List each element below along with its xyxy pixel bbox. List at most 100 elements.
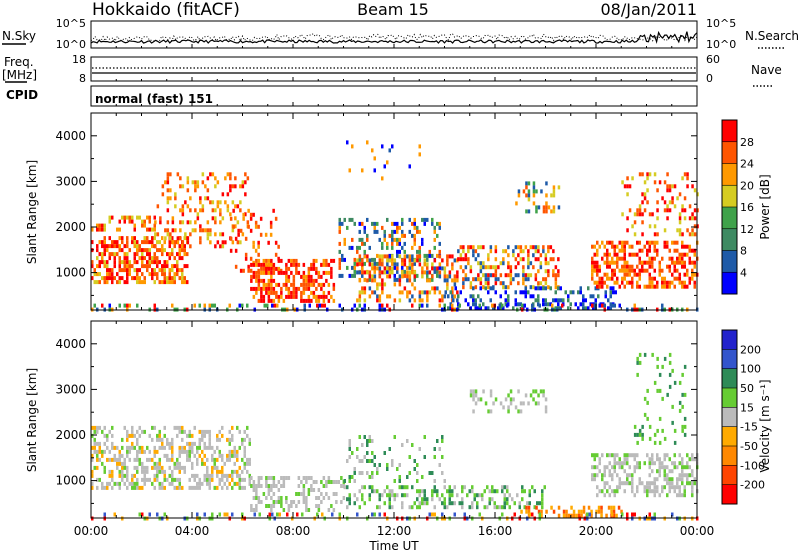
- power-scatter-cell: [226, 204, 230, 209]
- power-scatter-cell: [307, 294, 311, 299]
- power-scatter-cell: [552, 273, 555, 278]
- power-scatter-cell: [584, 298, 587, 303]
- velocity-scatter-cell: [116, 457, 119, 462]
- power-scatter-cell: [178, 248, 181, 253]
- velocity-scatter-cell: [438, 447, 441, 451]
- power-scatter-cell: [254, 224, 258, 229]
- power-scatter-cell: [693, 216, 697, 221]
- velocity-scatter-cell: [610, 509, 613, 514]
- velocity-colorbar-swatch: [722, 388, 737, 408]
- velocity-scatter-cell: [248, 457, 251, 462]
- velocity-scatter-cell: [193, 441, 196, 446]
- velocity-scatter-cell: [691, 457, 694, 462]
- power-scatter-cell: [557, 302, 560, 307]
- power-scatter-cell: [604, 294, 607, 299]
- power-scatter-cell: [163, 268, 166, 273]
- power-scatter-cell: [118, 227, 121, 232]
- velocity-scatter-cell: [193, 453, 196, 458]
- power-scatter-cell: [467, 245, 470, 250]
- power-scatter-cell: [101, 303, 104, 308]
- velocity-scatter-cell: [138, 485, 141, 490]
- velocity-scatter-cell: [368, 459, 371, 463]
- velocity-scatter-cell: [433, 455, 436, 459]
- power-scatter-cell: [525, 181, 528, 186]
- power-scatter-cell: [535, 189, 538, 194]
- power-scatter-cell: [638, 208, 642, 213]
- power-scatter-cell: [504, 273, 508, 278]
- velocity-scatter-cell: [136, 465, 139, 470]
- power-scatter-cell: [403, 241, 406, 246]
- velocity-scatter-cell: [368, 497, 371, 502]
- power-scatter-cell: [101, 256, 104, 261]
- power-scatter-cell: [262, 270, 266, 275]
- power-scatter-cell: [663, 280, 666, 285]
- power-scatter-cell: [262, 262, 266, 267]
- power-scatter-cell: [388, 274, 392, 279]
- power-scatter-cell: [459, 257, 463, 262]
- power-scatter-cell: [128, 248, 131, 253]
- power-scatter-cell: [295, 258, 298, 263]
- power-scatter-cell: [532, 245, 535, 250]
- velocity-scatter-cell: [461, 505, 464, 510]
- power-scatter-cell: [641, 232, 644, 237]
- velocity-scatter-cell: [668, 372, 672, 377]
- power-scatter-cell: [277, 258, 281, 263]
- velocity-scatter-cell: [332, 492, 336, 496]
- power-scatter-cell: [246, 220, 250, 225]
- velocity-scatter-cell: [661, 489, 664, 494]
- velocity-scatter-cell: [506, 497, 509, 502]
- power-scatter-cell: [502, 281, 505, 286]
- power-scatter-cell: [616, 264, 619, 269]
- velocity-scatter-cell: [562, 509, 566, 514]
- velocity-scatter-cell: [161, 485, 164, 490]
- nave-right-tick-top: 60: [706, 53, 720, 66]
- power-scatter-cell: [234, 204, 237, 209]
- power-scatter-cell: [534, 286, 537, 291]
- power-scatter-cell: [103, 227, 106, 232]
- power-scatter-cell: [166, 252, 169, 257]
- velocity-scatter-cell: [208, 441, 211, 446]
- velocity-scatter-cell: [241, 441, 244, 446]
- power-scatter-cell: [517, 253, 520, 258]
- power-scatter-cell: [166, 200, 170, 205]
- velocity-scatter-cell: [426, 497, 429, 502]
- velocity-scatter-cell: [391, 505, 394, 510]
- velocity-scatter-cell: [353, 493, 356, 498]
- power-scatter-cell: [174, 192, 177, 197]
- power-scatter-cell: [638, 204, 642, 209]
- velocity-scatter-cell: [305, 504, 308, 508]
- power-scatter-cell: [413, 217, 416, 222]
- power-scatter-cell: [121, 248, 124, 253]
- power-scatter-cell: [386, 160, 389, 165]
- power-scatter-cell: [257, 258, 261, 263]
- velocity-scatter-cell: [596, 473, 599, 478]
- power-scatter-cell: [426, 298, 429, 303]
- velocity-colorbar-tick-label: 50: [740, 382, 754, 395]
- power-scatter-cell: [274, 240, 278, 245]
- velocity-scatter-cell: [653, 440, 657, 445]
- power-scatter-cell: [464, 253, 468, 258]
- power-scatter-cell: [317, 298, 321, 303]
- velocity-scatter-cell: [656, 453, 659, 458]
- power-scatter-cell: [338, 249, 341, 254]
- velocity-scatter-cell: [688, 457, 691, 462]
- power-scatter-cell: [141, 264, 144, 269]
- power-scatter-cell: [464, 265, 468, 270]
- power-scatter-cell: [103, 252, 106, 257]
- velocity-scatter-cell: [136, 437, 139, 442]
- velocity-scatter-cell: [317, 508, 321, 512]
- velocity-scatter-cell: [653, 380, 657, 385]
- velocity-scatter-cell: [221, 485, 224, 490]
- velocity-scatter-cell: [646, 388, 649, 393]
- power-scatter-cell: [231, 240, 235, 245]
- power-scatter-cell: [545, 193, 548, 198]
- power-scatter-cell: [126, 240, 129, 245]
- velocity-scatter-cell: [218, 481, 221, 486]
- power-scatter-cell: [443, 294, 447, 299]
- velocity-scatter-cell: [272, 504, 276, 508]
- velocity-scatter-cell: [661, 461, 664, 466]
- velocity-scatter-cell: [282, 508, 286, 512]
- power-scatter-cell: [221, 232, 225, 237]
- velocity-scatter-cell: [648, 424, 652, 429]
- velocity-scatter-cell: [176, 477, 179, 482]
